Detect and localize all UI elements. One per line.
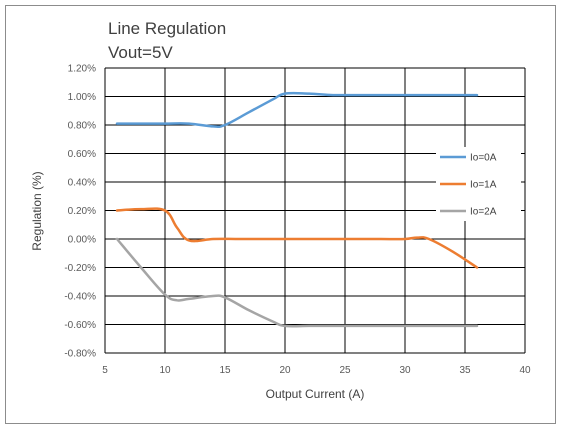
axis-ticks: 1.20% 1.00% 0.80% 0.60% 0.40% 0.20% 0.00% -0.20… [64, 64, 531, 377]
x-axis-title: Output Current (A) [266, 387, 365, 401]
legend-label: Io=0A [470, 153, 497, 164]
series-line-1 [115, 207, 479, 269]
y-tick-label: -0.20% [64, 263, 96, 274]
x-tick-label: 20 [279, 365, 291, 376]
legend-label: Io=1A [470, 180, 497, 191]
y-tick-label: 1.20% [68, 64, 96, 75]
x-tick-label: 35 [459, 365, 471, 376]
x-tick-label: 5 [102, 365, 108, 376]
y-tick-label: -0.60% [64, 320, 96, 331]
series-lines [115, 91, 479, 328]
y-tick-label: 0.60% [68, 149, 96, 160]
y-tick-label: -0.40% [64, 292, 96, 303]
y-tick-label: 0.20% [68, 206, 96, 217]
y-tick-label: 1.00% [68, 92, 96, 103]
chart-subtitle: Vout=5V [108, 43, 173, 62]
y-tick-label: 0.80% [68, 121, 96, 132]
legend: Io=0A Io=1A Io=2A [436, 147, 521, 221]
chart-title: Line Regulation [108, 19, 226, 38]
x-tick-label: 30 [399, 365, 411, 376]
y-tick-label: 0.00% [68, 235, 96, 246]
series-line-0 [115, 91, 479, 129]
y-tick-label: -0.80% [64, 349, 96, 360]
y-tick-label: 0.40% [68, 178, 96, 189]
y-axis-title: Regulation (%) [30, 171, 44, 250]
x-tick-label: 40 [519, 365, 531, 376]
x-tick-label: 15 [219, 365, 231, 376]
x-tick-label: 10 [159, 365, 171, 376]
legend-label: Io=2A [470, 207, 497, 218]
series-line-2 [115, 237, 479, 328]
x-tick-label: 25 [339, 365, 351, 376]
